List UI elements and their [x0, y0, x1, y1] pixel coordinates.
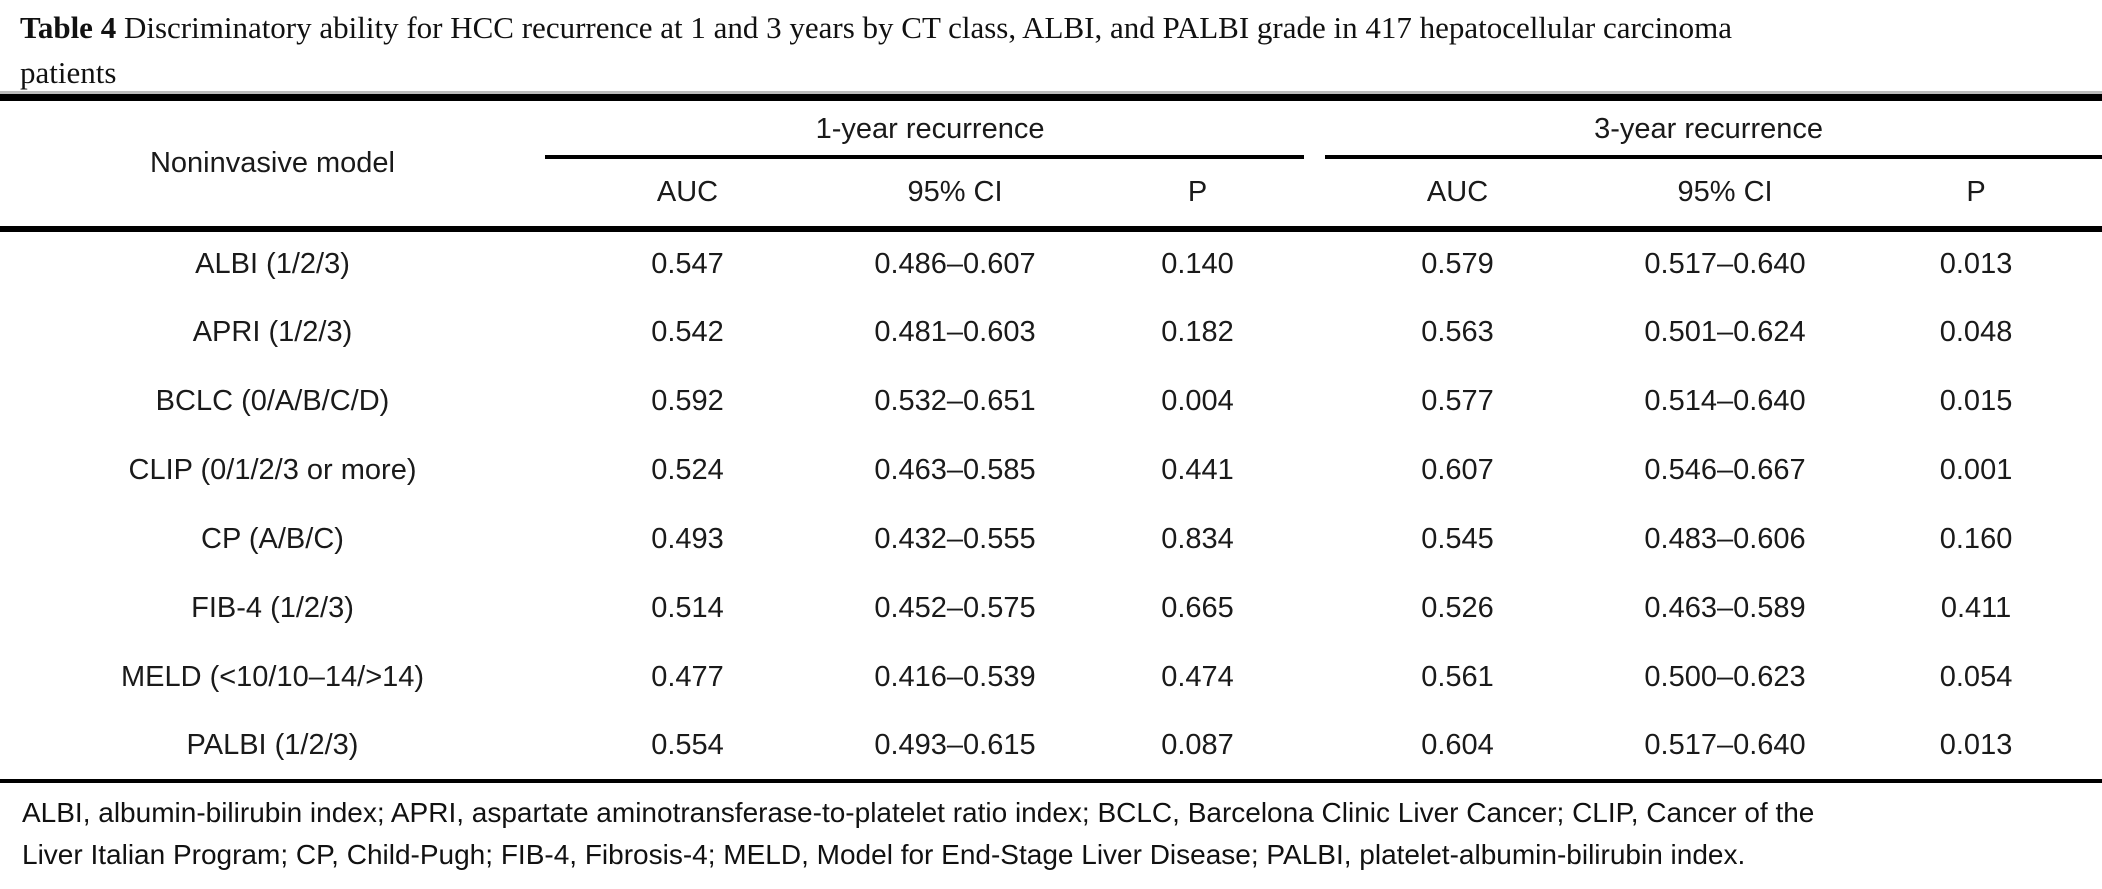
table-row: CLIP (0/1/2/3 or more) 0.524 0.463–0.585…	[0, 436, 2102, 505]
p-3y-cell: 0.001	[1939, 453, 2013, 486]
ci-1y-cell: 0.486–0.607	[874, 248, 1036, 280]
model-cell: APRI (1/2/3)	[192, 315, 353, 348]
col-header-auc-1y: AUC	[545, 158, 830, 232]
group-header-row: Noninvasive model 1-year recurrence 3-ye…	[0, 97, 2102, 232]
col-header-p-3y: P	[1850, 158, 2102, 232]
results-table: Noninvasive model 1-year recurrence 3-ye…	[0, 94, 2102, 783]
p-1y-cell: 0.004	[1161, 384, 1234, 417]
ci-3y-cell: 0.501–0.624	[1644, 315, 1806, 348]
table-number: Table 4	[20, 10, 117, 45]
model-cell: BCLC (0/A/B/C/D)	[155, 384, 390, 417]
auc-1y-cell: 0.514	[651, 591, 724, 624]
model-cell: CP (A/B/C)	[201, 522, 344, 555]
auc-3y-cell: 0.545	[1421, 522, 1494, 555]
table-row: MELD (<10/10–14/>14) 0.477 0.416–0.539 0…	[0, 643, 2102, 712]
top-gray-rule	[0, 91, 2102, 94]
p-3y-cell: 0.048	[1939, 315, 2013, 348]
auc-1y-cell: 0.524	[651, 453, 724, 486]
ci-3y-cell: 0.517–0.640	[1644, 248, 1806, 280]
caption-text: Discriminatory ability for HCC recurrenc…	[123, 10, 1733, 45]
model-cell: PALBI (1/2/3)	[0, 711, 545, 783]
col-header-auc-3y: AUC	[1315, 158, 1601, 232]
ci-1y-cell: 0.481–0.603	[874, 315, 1036, 348]
ci-1y-cell: 0.493–0.615	[830, 711, 1080, 783]
ci-1y-cell: 0.463–0.585	[874, 453, 1036, 486]
p-1y-cell: 0.474	[1161, 660, 1234, 693]
model-cell: MELD (<10/10–14/>14)	[120, 660, 425, 693]
ci-1y-cell: 0.452–0.575	[874, 591, 1036, 624]
table-row: ALBI (1/2/3) 0.547 0.486–0.607 0.140 0.5…	[0, 229, 2102, 298]
column-header-row: AUC 95% CI P AUC 95% CI P	[0, 158, 2102, 232]
p-3y-cell: 0.411	[1940, 591, 2012, 624]
auc-1y-cell: 0.542	[651, 315, 724, 348]
p-1y-cell: 0.182	[1161, 315, 1234, 348]
caption-line-1: Table 4 Discriminatory ability for HCC r…	[20, 5, 2084, 50]
p-1y-cell: 0.665	[1161, 591, 1234, 624]
table-row: CP (A/B/C) 0.493 0.432–0.555 0.834 0.545…	[0, 505, 2102, 574]
auc-1y-cell: 0.554	[545, 711, 830, 783]
caption-line-2: patients	[20, 55, 117, 90]
auc-3y-cell: 0.607	[1421, 453, 1494, 486]
ci-3y-cell: 0.546–0.667	[1644, 453, 1806, 486]
p-3y-cell: 0.160	[1939, 522, 2013, 555]
table-row: APRI (1/2/3) 0.542 0.481–0.603 0.182 0.5…	[0, 298, 2102, 367]
p-1y-cell: 0.441	[1161, 453, 1234, 486]
table-row: PALBI (1/2/3) 0.554 0.493–0.615 0.087 0.…	[0, 711, 2102, 783]
auc-3y-cell: 0.563	[1421, 315, 1494, 348]
auc-1y-cell: 0.477	[651, 660, 724, 693]
auc-3y-cell: 0.579	[1421, 248, 1494, 280]
auc-3y-cell: 0.526	[1421, 591, 1494, 624]
col-header-ci-3y: 95% CI	[1600, 158, 1851, 232]
col-header-p-1y: P	[1080, 158, 1316, 232]
table-row: FIB-4 (1/2/3) 0.514 0.452–0.575 0.665 0.…	[0, 574, 2102, 643]
model-cell: CLIP (0/1/2/3 or more)	[128, 453, 417, 486]
auc-1y-cell: 0.592	[651, 384, 724, 417]
model-cell: ALBI (1/2/3)	[195, 248, 350, 280]
p-3y-cell: 0.015	[1939, 384, 2013, 417]
model-cell: FIB-4 (1/2/3)	[191, 591, 354, 624]
group-header-3-year: 3-year recurrence	[1315, 97, 2102, 159]
ci-3y-cell: 0.463–0.589	[1644, 591, 1806, 624]
table-footnote: ALBI, albumin-bilirubin index; APRI, asp…	[0, 783, 2102, 876]
group-header-1-year: 1-year recurrence	[545, 97, 1316, 159]
col-header-ci-1y: 95% CI	[830, 158, 1080, 232]
ci-3y-cell: 0.517–0.640	[1600, 711, 1851, 783]
auc-3y-cell: 0.604	[1315, 711, 1601, 783]
ci-1y-cell: 0.416–0.539	[874, 660, 1036, 693]
auc-1y-cell: 0.547	[651, 248, 724, 280]
row-header: Noninvasive model	[0, 97, 545, 232]
p-3y-cell: 0.013	[1850, 711, 2102, 783]
auc-3y-cell: 0.561	[1421, 660, 1494, 693]
ci-3y-cell: 0.483–0.606	[1644, 522, 1806, 555]
ci-1y-cell: 0.432–0.555	[874, 522, 1036, 555]
p-3y-cell: 0.013	[1939, 248, 2013, 280]
ci-3y-cell: 0.500–0.623	[1644, 660, 1806, 693]
auc-3y-cell: 0.577	[1421, 384, 1494, 417]
footnote-line-2: Liver Italian Program; CP, Child-Pugh; F…	[22, 838, 1746, 870]
table-caption: Table 4 Discriminatory ability for HCC r…	[0, 0, 2102, 91]
p-3y-cell: 0.054	[1939, 660, 2013, 693]
ci-3y-cell: 0.514–0.640	[1644, 384, 1806, 417]
p-1y-cell: 0.834	[1161, 522, 1234, 555]
footnote-line-1: ALBI, albumin-bilirubin index; APRI, asp…	[22, 796, 1815, 828]
ci-1y-cell: 0.532–0.651	[874, 384, 1036, 417]
table-row: BCLC (0/A/B/C/D) 0.592 0.532–0.651 0.004…	[0, 367, 2102, 436]
p-1y-cell: 0.140	[1161, 248, 1234, 280]
auc-1y-cell: 0.493	[651, 522, 724, 555]
p-1y-cell: 0.087	[1080, 711, 1316, 783]
